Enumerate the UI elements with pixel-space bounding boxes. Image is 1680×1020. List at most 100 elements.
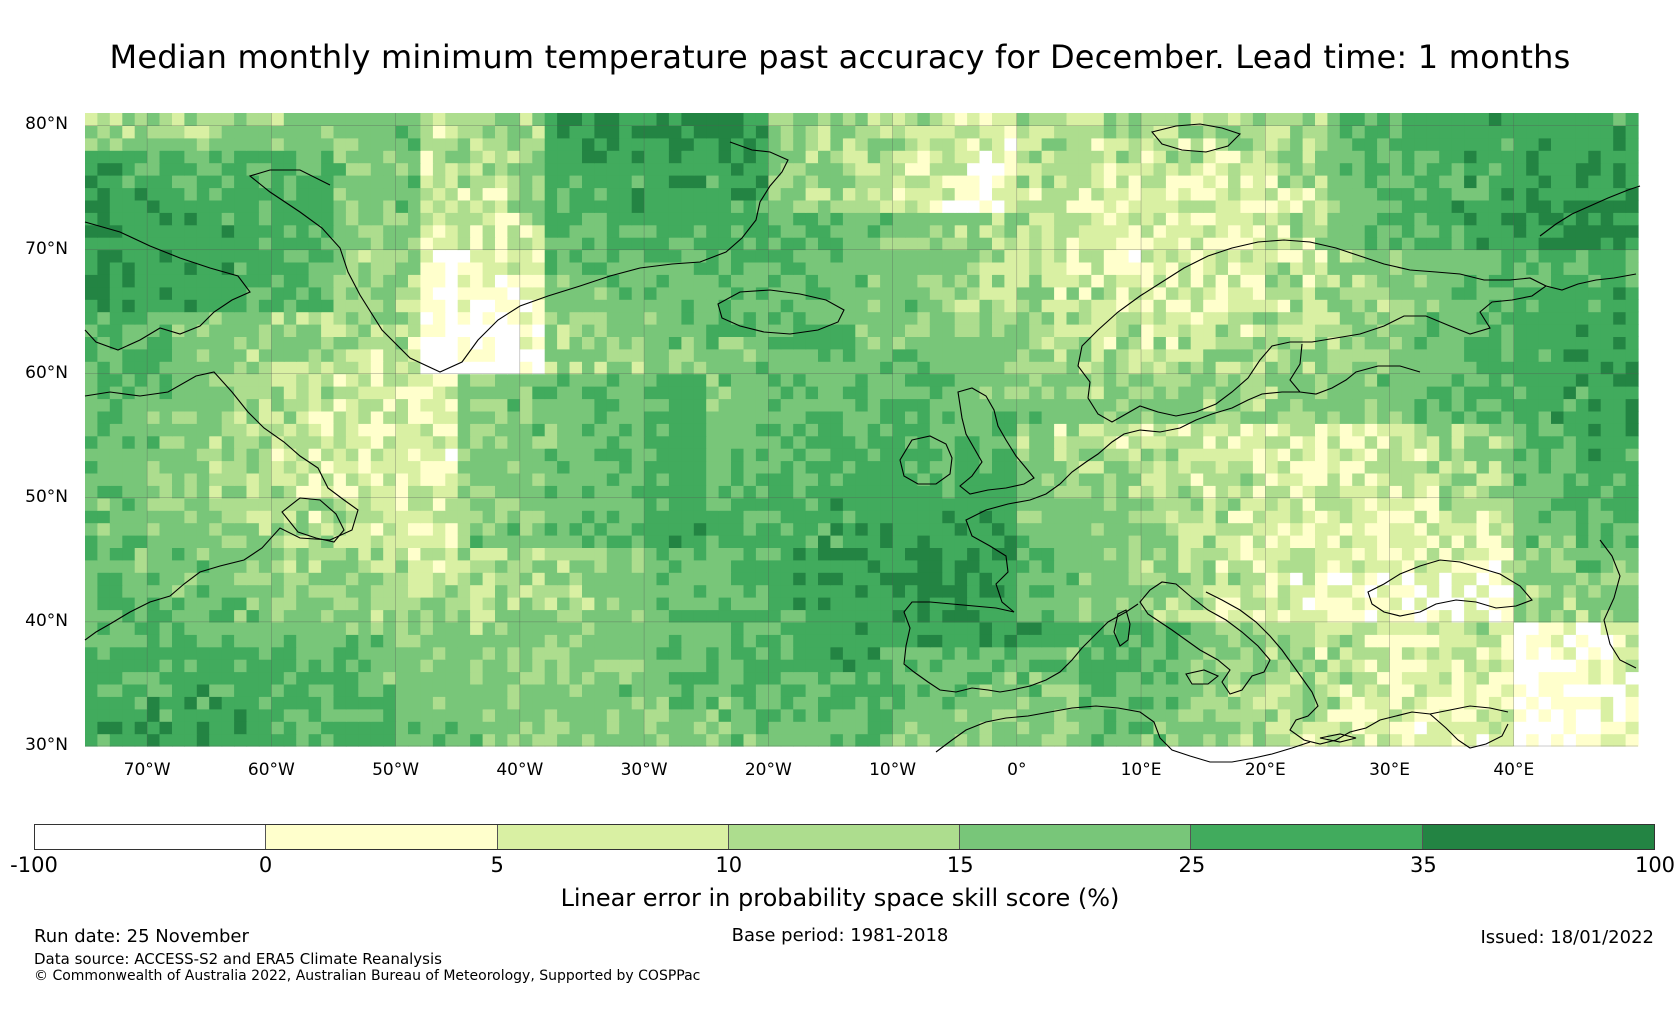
grid-cell: [743, 535, 757, 548]
grid-cell: [1041, 460, 1055, 474]
grid-cell: [842, 733, 856, 747]
grid-cell: [631, 559, 645, 573]
grid-cell: [631, 361, 645, 375]
grid-cell: [954, 584, 968, 598]
grid-cell: [656, 646, 670, 660]
grid-cell: [668, 634, 682, 648]
grid-cell: [1625, 373, 1639, 387]
grid-cell: [1116, 708, 1130, 722]
grid-cell: [1178, 733, 1192, 747]
grid-cell: [1029, 683, 1043, 697]
grid-cell: [1240, 535, 1254, 548]
grid-cell: [1563, 286, 1577, 300]
grid-cell: [345, 584, 359, 598]
grid-cell: [880, 609, 894, 623]
grid-cell: [408, 336, 421, 350]
grid-cell: [818, 336, 831, 350]
grid-cell: [85, 646, 98, 660]
grid-cell: [221, 472, 235, 486]
grid-cell: [557, 597, 571, 611]
grid-cell: [1513, 274, 1527, 288]
grid-cell: [1613, 398, 1627, 412]
grid-cell: [1538, 659, 1552, 673]
grid-cell: [818, 373, 831, 387]
grid-cell: [805, 659, 819, 673]
grid-cell: [1054, 286, 1068, 300]
grid-cell: [1116, 696, 1130, 710]
grid-cell: [954, 324, 968, 337]
grid-cell: [221, 659, 235, 673]
grid-cell: [345, 435, 359, 449]
grid-cell: [569, 510, 583, 524]
grid-cell: [246, 336, 260, 350]
grid-cell: [1414, 646, 1428, 660]
grid-cell: [606, 472, 620, 486]
grid-cell: [644, 398, 658, 412]
grid-cell: [333, 572, 347, 586]
grid-cell: [196, 535, 210, 548]
grid-cell: [668, 311, 682, 325]
grid-cell: [992, 361, 1005, 375]
grid-cell: [507, 696, 521, 710]
grid-cell: [967, 386, 981, 400]
grid-cell: [569, 522, 583, 536]
grid-cell: [755, 733, 769, 747]
grid-cell: [619, 398, 633, 412]
grid-cell: [681, 448, 695, 462]
grid-cell: [172, 696, 185, 710]
grid-cell: [1364, 522, 1378, 536]
grid-cell: [1625, 410, 1639, 424]
grid-cell: [1513, 336, 1527, 350]
grid-cell: [619, 609, 633, 623]
grid-cell: [818, 423, 831, 437]
grid-cell: [780, 584, 794, 598]
grid-cell: [544, 435, 558, 449]
grid-cell: [408, 423, 421, 437]
grid-cell: [693, 361, 707, 375]
grid-cell: [917, 634, 931, 648]
grid-cell: [842, 535, 856, 548]
grid-cell: [1538, 535, 1552, 548]
grid-cell: [1078, 274, 1092, 288]
grid-cell: [109, 348, 123, 362]
grid-cell: [793, 423, 807, 437]
grid-cell: [1464, 423, 1478, 437]
grid-cell: [1551, 448, 1564, 462]
grid-cell: [619, 696, 633, 710]
grid-cell: [507, 646, 521, 660]
grid-cell: [234, 646, 248, 660]
grid-cell: [283, 609, 297, 623]
grid-cell: [470, 410, 484, 424]
grid-cell: [109, 646, 123, 660]
grid-cell: [1054, 410, 1068, 424]
grid-cell: [1364, 485, 1378, 499]
grid-cell: [830, 522, 844, 536]
grid-cell: [1265, 559, 1279, 573]
grid-cell: [1476, 423, 1490, 437]
grid-cell: [333, 659, 347, 673]
grid-cell: [147, 646, 161, 660]
grid-cell: [134, 609, 148, 623]
grid-cell: [1364, 535, 1378, 548]
grid-cell: [606, 249, 620, 263]
grid-cell: [818, 609, 831, 623]
grid-cell: [147, 510, 161, 524]
grid-cell: [1252, 435, 1266, 449]
grid-cell: [818, 696, 831, 710]
grid-cell: [656, 559, 670, 573]
grid-cell: [1128, 659, 1142, 673]
grid-cell: [1141, 621, 1154, 635]
grid-cell: [457, 646, 471, 660]
grid-cell: [507, 472, 521, 486]
grid-cell: [1240, 361, 1254, 375]
grid-cell: [370, 584, 384, 598]
grid-cell: [1352, 721, 1366, 735]
grid-cell: [97, 286, 111, 300]
grid-cell: [1476, 609, 1490, 623]
grid-cell: [979, 249, 993, 263]
grid-cell: [532, 609, 546, 623]
grid-cell: [122, 535, 136, 548]
grid-cell: [867, 696, 881, 710]
grid-cell: [644, 597, 658, 611]
grid-cell: [1252, 410, 1266, 424]
